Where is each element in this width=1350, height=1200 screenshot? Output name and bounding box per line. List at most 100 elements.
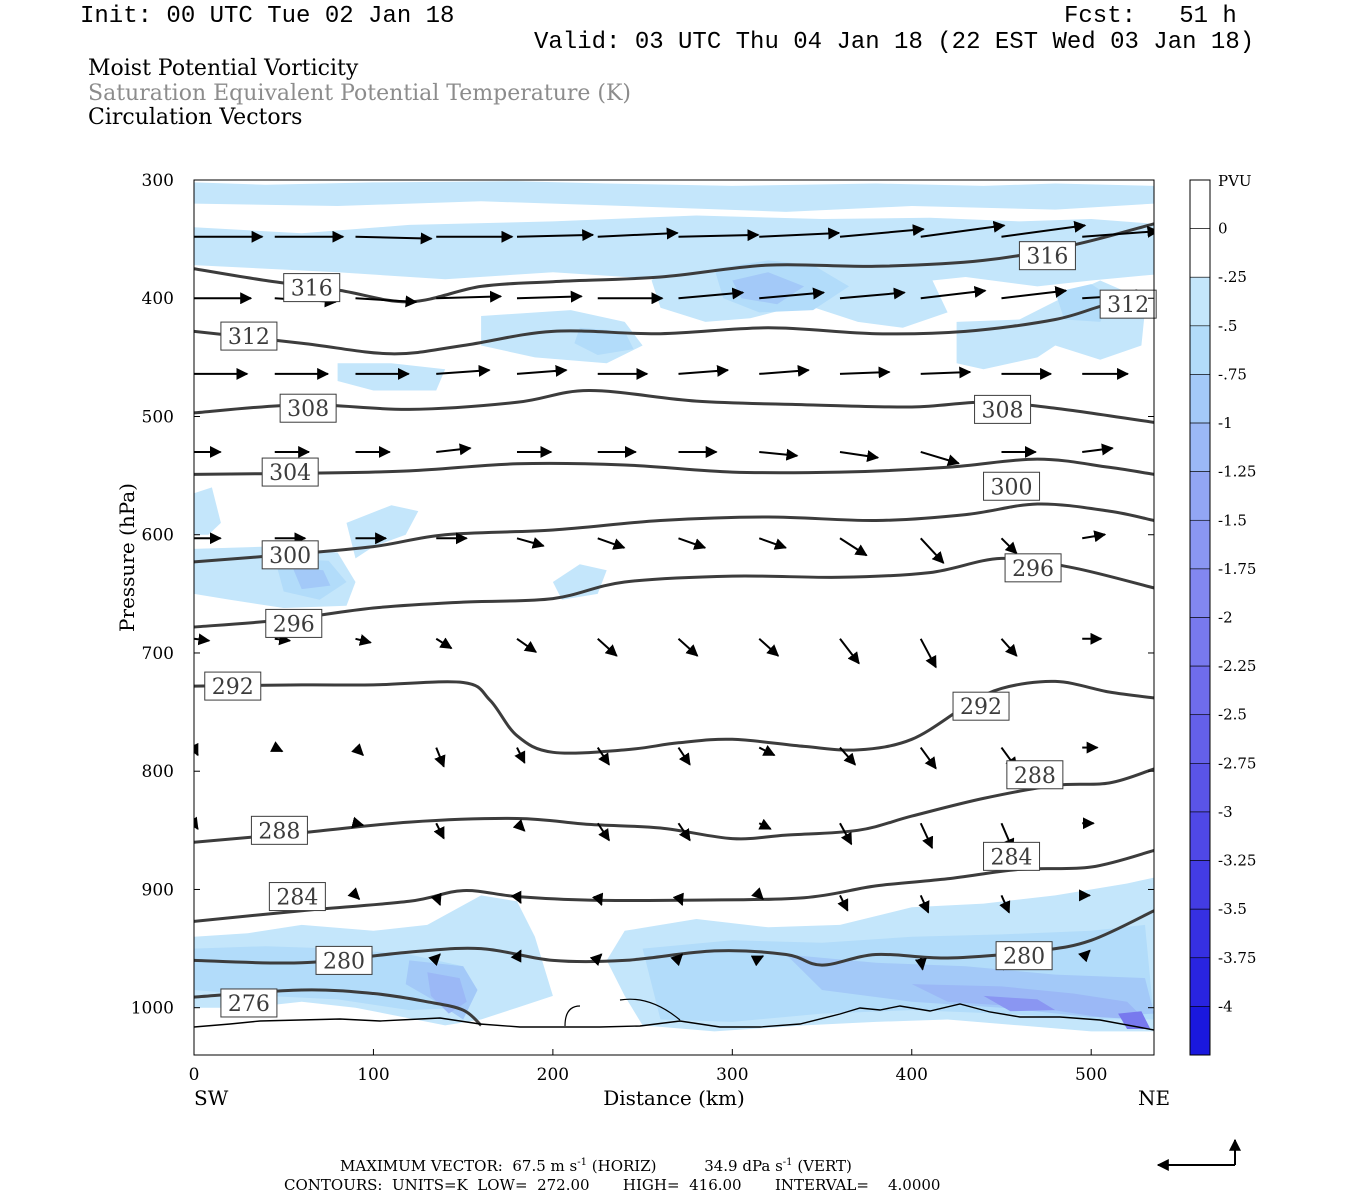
- vector-arrow: [677, 822, 691, 842]
- vector-arrow: [1082, 225, 1154, 238]
- colorbar-tick-label: -1.25: [1218, 463, 1256, 481]
- terrain-line-2: [564, 998, 681, 1027]
- vector-arrow: [436, 364, 491, 377]
- vector-arrow: [430, 892, 442, 906]
- max-vector-text: MAXIMUM VECTOR: 67.5 m s-1 (HORIZ) 34.9 …: [340, 1157, 852, 1175]
- pv-region: [552, 564, 607, 600]
- vector-arrow: [1001, 220, 1087, 238]
- vector-arrow: [759, 448, 799, 461]
- vector-arrow: [194, 816, 199, 830]
- max-vector-arrow-icon: [1156, 1138, 1241, 1171]
- max-horiz-value: MAXIMUM VECTOR: 67.5 m s: [340, 1157, 578, 1175]
- vector-arrow: [678, 537, 707, 550]
- colorbar-unit: PVU: [1218, 172, 1252, 190]
- contour-label: 312: [1107, 293, 1149, 318]
- colorbar-cell: [1189, 325, 1211, 375]
- colorbar-cell: [1189, 714, 1211, 764]
- contour-label: 296: [1012, 557, 1054, 582]
- vector-arrow: [839, 537, 868, 557]
- y-tick-label: 700: [142, 644, 174, 664]
- colorbar-cell: [1189, 276, 1211, 327]
- vector-arrow: [435, 637, 453, 650]
- vector-arrow: [596, 822, 610, 842]
- contour-info-text: CONTOURS: UNITS=K LOW= 272.00 HIGH= 416.…: [284, 1176, 941, 1194]
- vector-arrow: [512, 818, 526, 832]
- contour-label-box: [204, 671, 262, 701]
- contour-label: 316: [291, 277, 333, 302]
- pv-region: [1055, 284, 1113, 322]
- vector-arrow: [920, 451, 960, 467]
- vector-arrow: [596, 747, 610, 766]
- colorbar-tick-label: -1: [1218, 414, 1233, 432]
- colorbar-tick-label: -3.75: [1218, 949, 1256, 967]
- isentrope-296: [194, 556, 1154, 629]
- colorbar-tick-label: -1.5: [1218, 511, 1247, 529]
- vector-arrow: [516, 229, 595, 242]
- vector-arrow: [355, 232, 433, 245]
- vector-arrow: [758, 818, 772, 830]
- init-time: Init: 00 UTC Tue 02 Jan 18: [80, 3, 455, 30]
- vector-arrow: [677, 638, 699, 657]
- colorbar-cell: [1189, 908, 1211, 959]
- x-tick-label: 400: [896, 1065, 928, 1085]
- vector-arrow: [270, 741, 284, 753]
- contour-label: 280: [1003, 945, 1045, 970]
- colorbar-tick-label: -3: [1218, 803, 1233, 821]
- pv-region: [292, 567, 331, 590]
- vector-arrow: [839, 746, 856, 766]
- vector-arrow: [436, 290, 503, 303]
- vector-arrow: [428, 953, 441, 967]
- contour-label-box: [1006, 760, 1064, 790]
- vector-arrow: [597, 638, 618, 657]
- colorbar-tick-label: -4: [1218, 997, 1233, 1015]
- vector-arrow: [759, 364, 810, 377]
- vector-arrow: [351, 743, 364, 757]
- y-axis-label: Pressure (hPa): [115, 483, 139, 632]
- vector-arrow: [591, 892, 604, 906]
- vector-arrow: [672, 892, 684, 906]
- vector-arrow: [839, 366, 891, 379]
- vector-arrow: [920, 220, 1006, 238]
- colorbar-cell: [1189, 665, 1211, 716]
- contour-label-box: [283, 273, 341, 303]
- vector-arrow: [274, 633, 292, 646]
- unit-exponent-2: -1: [782, 1157, 793, 1168]
- vector-arrow: [914, 957, 927, 971]
- vector-arrow: [433, 822, 445, 840]
- contour-label: 276: [228, 992, 270, 1017]
- vector-arrow: [516, 637, 537, 653]
- isentrope-300: [194, 502, 1154, 564]
- vector-arrow: [670, 953, 684, 967]
- contour-label: 284: [991, 845, 1033, 870]
- y-tick-label: 400: [142, 289, 174, 309]
- contour-label: 300: [991, 475, 1033, 500]
- colorbar-tick-label: -3.5: [1218, 900, 1247, 918]
- vector-arrow: [750, 955, 765, 967]
- vector-arrow: [919, 638, 937, 669]
- axes: 0 100 200 300 400 500 300 400 500 600 700 800 900 100…: [115, 171, 1170, 1110]
- vector-arrow: [758, 638, 780, 657]
- contour-label-box: [974, 394, 1032, 424]
- vector-arrow: [597, 227, 679, 240]
- terrain-surface: [194, 998, 1154, 1031]
- field-title-mpv: Moist Potential Vorticity: [88, 56, 359, 81]
- colorbar-cell: [1189, 179, 1211, 229]
- vector-arrow: [1077, 949, 1091, 963]
- colorbar-tick-label: -1.75: [1218, 560, 1256, 578]
- vector-arrow: [918, 894, 930, 914]
- vector-arrow: [1001, 285, 1068, 300]
- colorbar-tick-label: -.5: [1218, 317, 1237, 335]
- y-tick-label: 1000: [131, 999, 174, 1019]
- colorbar-tick-label: -.25: [1218, 268, 1247, 286]
- vector-arrow: [839, 822, 853, 846]
- contour-label-box: [1099, 289, 1157, 319]
- x-tick-label: 100: [357, 1065, 389, 1085]
- vector-arrow: [1082, 530, 1107, 543]
- contour-label: 304: [269, 461, 311, 486]
- colorbar-cell: [1189, 422, 1211, 472]
- y-tick-label: 500: [142, 407, 174, 427]
- vector-arrow: [759, 227, 841, 240]
- contour-label: 308: [287, 397, 329, 422]
- sw-label: SW: [194, 1086, 229, 1110]
